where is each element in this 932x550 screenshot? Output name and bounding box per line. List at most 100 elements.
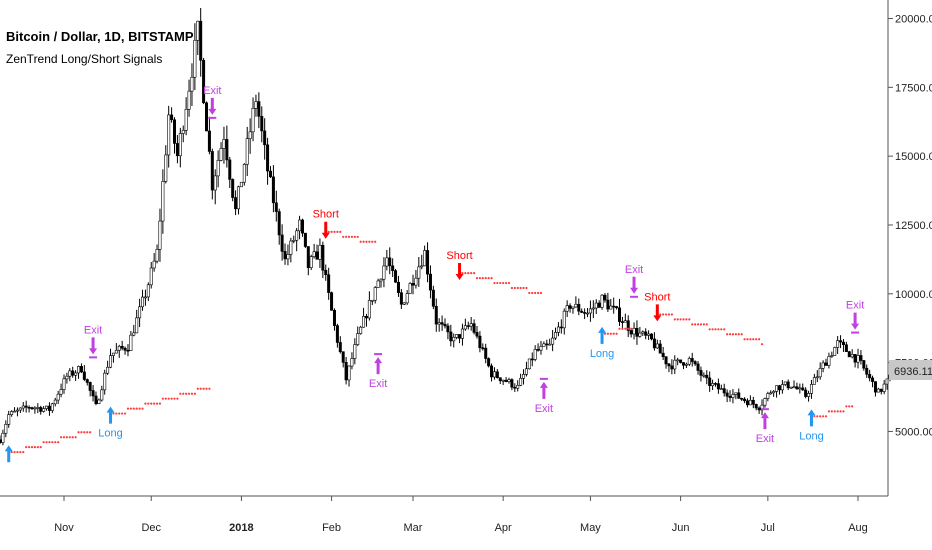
candle-body bbox=[536, 349, 540, 351]
candle-body bbox=[839, 340, 843, 343]
candle-body bbox=[501, 379, 505, 382]
signal-label: Exit bbox=[625, 264, 643, 276]
stop-dot bbox=[71, 436, 74, 439]
candle-body bbox=[847, 351, 851, 358]
candle-body bbox=[679, 359, 683, 363]
x-tick-label: Jul bbox=[761, 522, 775, 534]
candle-body bbox=[170, 114, 174, 121]
candle-body bbox=[173, 119, 177, 144]
candle-body bbox=[641, 331, 645, 334]
x-axis-ticks: Nov Dec 2018 Feb Mar Apr May Jun Jul Aug bbox=[54, 496, 868, 534]
candle-body bbox=[126, 349, 130, 352]
stop-dot bbox=[822, 415, 825, 418]
candle-body bbox=[423, 250, 427, 267]
current-price-label: 6936.11 bbox=[894, 366, 932, 378]
candle-body bbox=[635, 327, 639, 337]
candle-body bbox=[551, 337, 555, 345]
candle-body bbox=[15, 409, 19, 412]
stop-dot bbox=[77, 431, 80, 434]
stop-dot bbox=[673, 318, 676, 321]
stop-dot bbox=[59, 436, 63, 439]
candle-body bbox=[850, 354, 854, 358]
candle-body bbox=[251, 108, 255, 133]
candle-body bbox=[699, 370, 703, 376]
stop-dot bbox=[368, 240, 371, 243]
exit-arrow-icon bbox=[89, 337, 98, 355]
candle-body bbox=[216, 160, 220, 177]
long-arrow-icon bbox=[807, 409, 816, 427]
stop-dot bbox=[723, 328, 726, 331]
candles-layer bbox=[0, 7, 892, 446]
signal-exit: Exit bbox=[756, 408, 774, 445]
candle-body bbox=[428, 273, 432, 291]
candle-body bbox=[123, 347, 127, 351]
exit-arrow-icon bbox=[760, 412, 769, 430]
candle-body bbox=[280, 234, 284, 252]
stop-dot bbox=[734, 333, 737, 336]
candle-body bbox=[446, 325, 450, 333]
candle-body bbox=[452, 337, 456, 342]
candle-body bbox=[260, 116, 264, 132]
stop-dot bbox=[199, 387, 202, 390]
candle-body bbox=[743, 398, 747, 402]
candle-body bbox=[804, 389, 808, 397]
candle-body bbox=[586, 312, 590, 315]
stop-dot bbox=[112, 412, 115, 415]
short-arrow-icon bbox=[653, 304, 662, 322]
stop-dot bbox=[16, 450, 19, 454]
candle-body bbox=[205, 102, 209, 132]
candle-body bbox=[556, 326, 560, 333]
candle-body bbox=[18, 407, 22, 411]
stop-dot bbox=[472, 272, 476, 275]
stop-dot bbox=[705, 323, 708, 326]
stop-dot bbox=[467, 272, 470, 275]
candle-body bbox=[681, 362, 685, 366]
stop-dot bbox=[842, 410, 845, 413]
candle-body bbox=[88, 382, 92, 391]
stop-dot bbox=[27, 446, 31, 449]
candle-body bbox=[164, 154, 168, 182]
candle-body bbox=[490, 365, 494, 378]
candle-body bbox=[676, 359, 680, 362]
candle-body bbox=[324, 269, 328, 275]
stop-dot bbox=[347, 235, 351, 238]
stop-dot bbox=[190, 392, 194, 395]
x-tick-label: Dec bbox=[141, 522, 161, 534]
stop-dot bbox=[694, 323, 697, 326]
stop-dot bbox=[132, 407, 135, 410]
candle-body bbox=[548, 343, 552, 346]
candle-body bbox=[338, 342, 342, 353]
candle-body bbox=[4, 424, 8, 434]
candle-body bbox=[362, 316, 366, 328]
signal-exit: Exit bbox=[625, 264, 643, 298]
candle-body bbox=[146, 284, 150, 298]
candle-body bbox=[693, 361, 697, 365]
stop-dot bbox=[141, 407, 144, 410]
stop-dot bbox=[57, 441, 60, 444]
candle-body bbox=[335, 325, 339, 343]
stop-dot bbox=[746, 338, 749, 341]
stop-dot bbox=[135, 407, 138, 410]
candle-body bbox=[757, 407, 761, 411]
candle-body bbox=[879, 388, 883, 392]
candle-body bbox=[382, 265, 386, 280]
candle-body bbox=[431, 289, 435, 307]
candle-body bbox=[458, 334, 462, 339]
candle-body bbox=[708, 377, 712, 387]
candle-body bbox=[527, 358, 531, 370]
candle-body bbox=[455, 334, 459, 338]
stop-dot bbox=[155, 402, 159, 405]
stop-dot bbox=[499, 281, 502, 285]
stop-dot bbox=[345, 235, 348, 238]
candle-body bbox=[449, 331, 453, 342]
candle-body bbox=[830, 355, 834, 357]
candle-body bbox=[740, 397, 744, 400]
stop-dot bbox=[39, 446, 42, 449]
stop-dot bbox=[89, 431, 92, 434]
candle-body bbox=[327, 274, 331, 293]
stop-dot bbox=[83, 431, 86, 434]
candle-body bbox=[27, 406, 31, 409]
candle-body bbox=[295, 230, 299, 241]
